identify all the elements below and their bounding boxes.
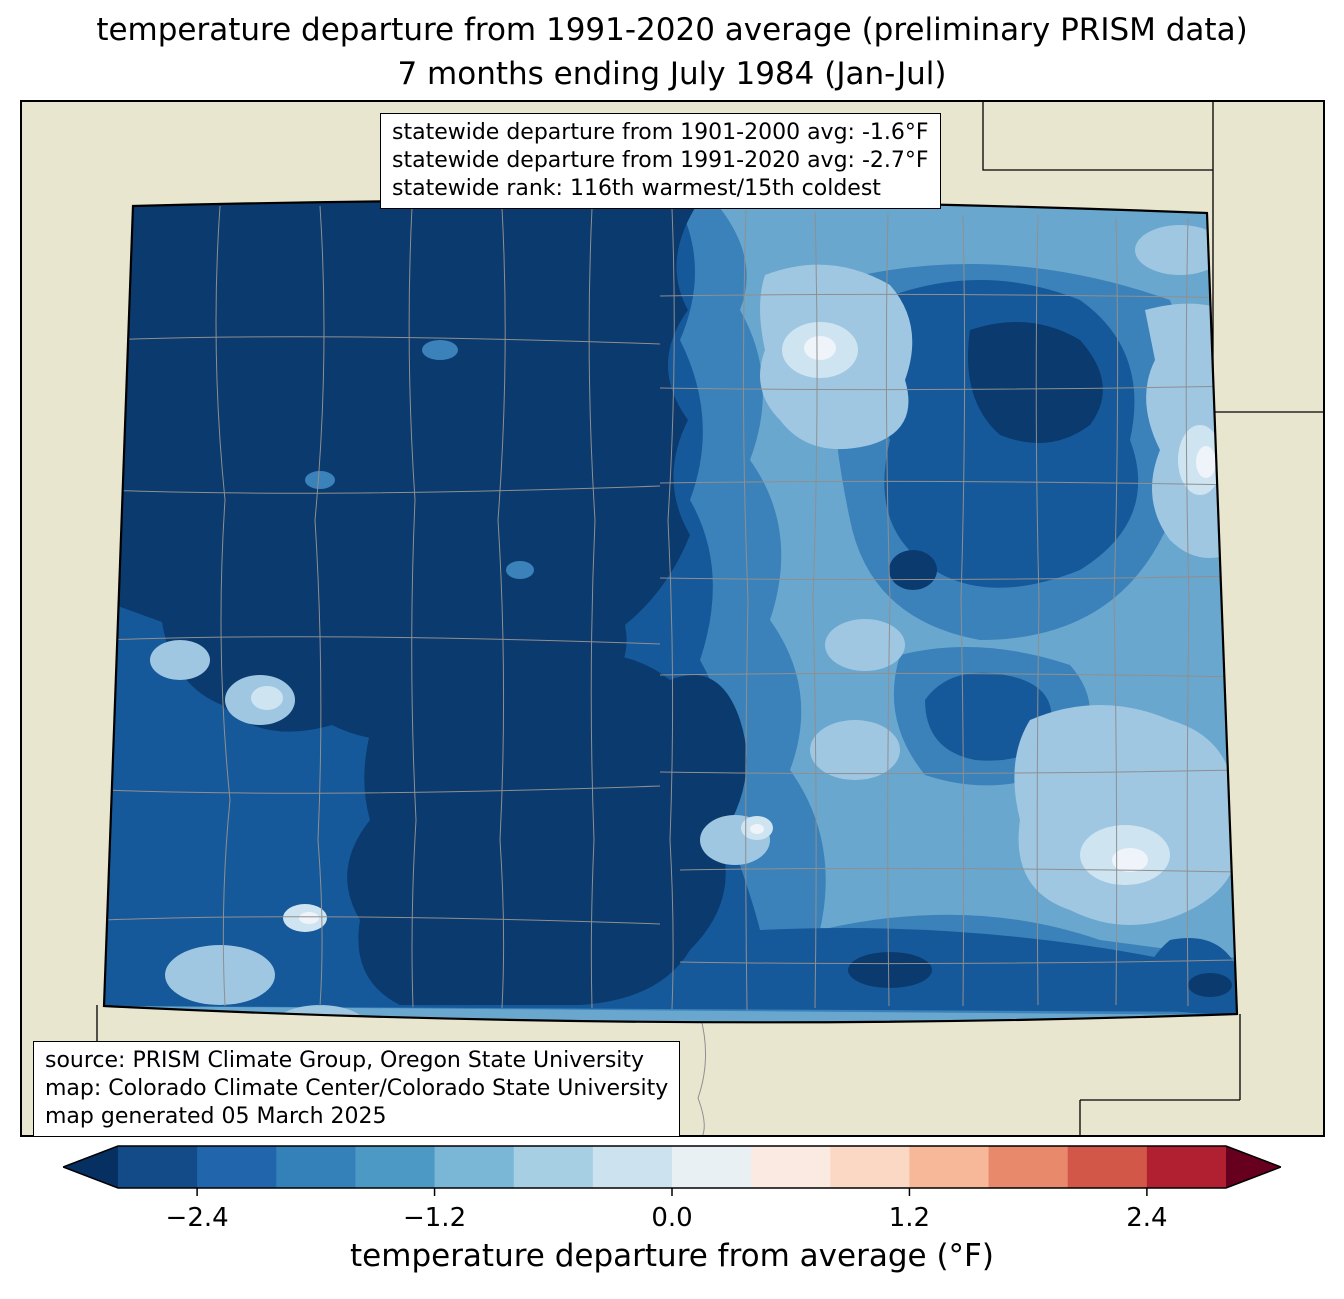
source-attribution-box: source: PRISM Climate Group, Oregon Stat… xyxy=(33,1041,681,1138)
stats-line-1: statewide departure from 1901-2000 avg: … xyxy=(392,120,929,145)
colorbar-svg: −2.4 −1.2 0.0 1.2 2.4 xyxy=(60,1145,1284,1233)
statewide-stats-box: statewide departure from 1901-2000 avg: … xyxy=(380,113,941,210)
svg-text:1.2: 1.2 xyxy=(889,1203,930,1233)
stats-line-3: statewide rank: 116th warmest/15th colde… xyxy=(392,176,881,202)
map-axes: statewide departure from 1901-2000 avg: … xyxy=(20,100,1325,1138)
svg-text:−2.4: −2.4 xyxy=(166,1203,229,1233)
colorbar-axis-label: temperature departure from average (°F) xyxy=(350,1238,994,1274)
svg-text:−1.2: −1.2 xyxy=(403,1203,466,1233)
colorado-map-svg xyxy=(20,100,1325,1137)
stats-line-2: statewide departure from 1991-2020 avg: … xyxy=(392,148,929,174)
svg-text:0.0: 0.0 xyxy=(651,1203,692,1233)
source-line-2: map: Colorado Climate Center/Colorado St… xyxy=(45,1076,669,1102)
map-title-line2: 7 months ending July 1984 (Jan-Jul) xyxy=(397,56,947,92)
svg-text:2.4: 2.4 xyxy=(1126,1203,1167,1233)
colorbar: −2.4 −1.2 0.0 1.2 2.4 xyxy=(60,1142,1284,1242)
temperature-fill-layers xyxy=(104,200,1237,1023)
source-line-1: source: PRISM Climate Group, Oregon Stat… xyxy=(45,1048,645,1073)
source-line-3: map generated 05 March 2025 xyxy=(45,1104,387,1130)
map-title-line1: temperature departure from 1991-2020 ave… xyxy=(96,12,1248,48)
river-line xyxy=(697,1014,706,1137)
county-boundary-lines xyxy=(104,205,1237,1011)
